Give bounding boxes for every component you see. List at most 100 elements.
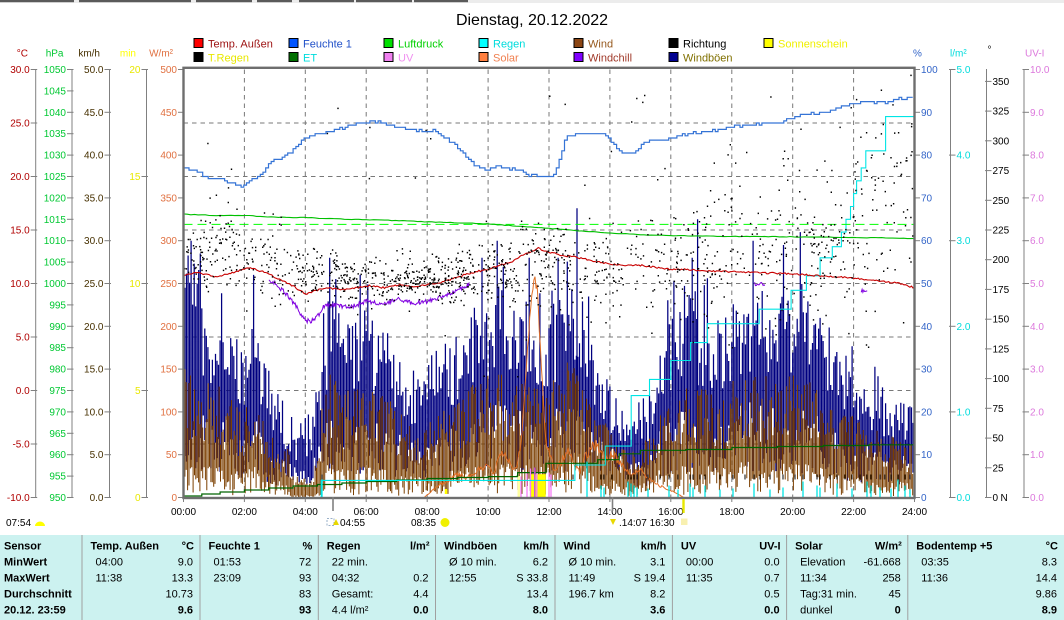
svg-text:450: 450 bbox=[160, 108, 177, 119]
svg-text:Temp. Außen: Temp. Außen bbox=[208, 39, 273, 51]
svg-text:MaxWert: MaxWert bbox=[4, 573, 50, 585]
svg-text:Gesamt:: Gesamt: bbox=[332, 589, 374, 601]
svg-text:min: min bbox=[120, 48, 136, 59]
svg-text:02:00: 02:00 bbox=[232, 507, 257, 518]
svg-text:04:00: 04:00 bbox=[96, 557, 124, 569]
svg-text:1010: 1010 bbox=[44, 236, 67, 247]
svg-text:175: 175 bbox=[993, 285, 1010, 296]
svg-text:1020: 1020 bbox=[44, 193, 67, 204]
svg-text:955: 955 bbox=[49, 472, 66, 483]
svg-text:°: ° bbox=[988, 45, 992, 56]
svg-text:25.0: 25.0 bbox=[84, 279, 104, 290]
svg-text:UV-I: UV-I bbox=[759, 541, 780, 553]
svg-text:%: % bbox=[913, 48, 922, 59]
svg-text:0: 0 bbox=[171, 493, 177, 504]
svg-text:225: 225 bbox=[993, 226, 1010, 237]
svg-text:Luftdruck: Luftdruck bbox=[398, 39, 444, 51]
svg-text:3.6: 3.6 bbox=[650, 605, 665, 617]
svg-text:°C: °C bbox=[1046, 541, 1058, 553]
svg-text:4.4 l/m²: 4.4 l/m² bbox=[332, 605, 369, 617]
svg-text:0.0: 0.0 bbox=[16, 386, 30, 397]
svg-text:04:55: 04:55 bbox=[340, 518, 365, 529]
svg-text:01:53: 01:53 bbox=[214, 557, 242, 569]
svg-text:1030: 1030 bbox=[44, 151, 67, 162]
svg-text:150: 150 bbox=[993, 315, 1010, 326]
svg-text:Tag:31 min.: Tag:31 min. bbox=[800, 589, 857, 601]
svg-text:1040: 1040 bbox=[44, 108, 67, 119]
svg-text:300: 300 bbox=[160, 236, 177, 247]
svg-text:93: 93 bbox=[299, 573, 311, 585]
svg-text:980: 980 bbox=[49, 365, 66, 376]
svg-text:9.6: 9.6 bbox=[178, 605, 193, 617]
svg-text:Solar: Solar bbox=[795, 541, 823, 553]
svg-text:6.2: 6.2 bbox=[533, 557, 548, 569]
svg-text:0: 0 bbox=[993, 493, 999, 504]
svg-text:250: 250 bbox=[160, 279, 177, 290]
svg-text:15.0: 15.0 bbox=[84, 365, 104, 376]
svg-text:100: 100 bbox=[160, 407, 177, 418]
svg-text:Sensor: Sensor bbox=[4, 541, 42, 553]
svg-text:0: 0 bbox=[921, 493, 927, 504]
svg-text:S 33.8: S 33.8 bbox=[516, 573, 548, 585]
svg-text:km/h: km/h bbox=[78, 48, 100, 59]
svg-text:Feuchte 1: Feuchte 1 bbox=[303, 39, 352, 51]
svg-text:25: 25 bbox=[993, 463, 1005, 474]
svg-text:Feuchte 1: Feuchte 1 bbox=[209, 541, 260, 553]
svg-text:Windböen: Windböen bbox=[444, 541, 497, 553]
svg-text:258: 258 bbox=[882, 573, 900, 585]
svg-text:11:36: 11:36 bbox=[921, 573, 948, 585]
svg-text:11:34: 11:34 bbox=[800, 573, 827, 585]
svg-text:6.0: 6.0 bbox=[1030, 236, 1044, 247]
svg-text:40.0: 40.0 bbox=[84, 151, 104, 162]
svg-text:5: 5 bbox=[135, 386, 141, 397]
svg-text:275: 275 bbox=[993, 166, 1010, 177]
svg-text:Solar: Solar bbox=[493, 53, 519, 65]
svg-text:0.5: 0.5 bbox=[764, 589, 779, 601]
svg-text:45.0: 45.0 bbox=[84, 108, 104, 119]
svg-text:50: 50 bbox=[993, 434, 1005, 445]
svg-text:965: 965 bbox=[49, 429, 66, 440]
svg-text:30: 30 bbox=[921, 365, 933, 376]
svg-text:975: 975 bbox=[49, 386, 66, 397]
svg-text:25.0: 25.0 bbox=[10, 119, 30, 130]
svg-text:Ø 10 min.: Ø 10 min. bbox=[569, 557, 617, 569]
svg-text:W/m²: W/m² bbox=[875, 541, 902, 553]
svg-text:04:00: 04:00 bbox=[293, 507, 318, 518]
svg-text:300: 300 bbox=[993, 136, 1010, 147]
svg-text:5.0: 5.0 bbox=[90, 450, 104, 461]
svg-text:1050: 1050 bbox=[44, 65, 67, 76]
svg-text:Bodentemp +5: Bodentemp +5 bbox=[916, 541, 992, 553]
svg-text:200: 200 bbox=[160, 322, 177, 333]
svg-text:150: 150 bbox=[160, 365, 177, 376]
svg-text:°C: °C bbox=[17, 48, 28, 59]
svg-text:0.0: 0.0 bbox=[957, 493, 971, 504]
svg-text:13.4: 13.4 bbox=[527, 589, 548, 601]
svg-text:70: 70 bbox=[921, 193, 933, 204]
svg-text:Regen: Regen bbox=[327, 541, 361, 553]
svg-text:50: 50 bbox=[921, 279, 933, 290]
svg-text:11:49: 11:49 bbox=[569, 573, 596, 585]
svg-text:5.0: 5.0 bbox=[16, 333, 30, 344]
svg-text:8.0: 8.0 bbox=[1030, 151, 1044, 162]
svg-text:950: 950 bbox=[49, 493, 66, 504]
svg-text:1.0: 1.0 bbox=[1030, 450, 1044, 461]
svg-text:10.73: 10.73 bbox=[165, 589, 193, 601]
svg-text:23:09: 23:09 bbox=[214, 573, 242, 585]
svg-text:90: 90 bbox=[921, 108, 933, 119]
svg-text:50: 50 bbox=[166, 450, 178, 461]
svg-text:11:35: 11:35 bbox=[686, 573, 713, 585]
svg-text:196.7 km: 196.7 km bbox=[569, 589, 614, 601]
svg-text:Windchill: Windchill bbox=[588, 53, 632, 65]
svg-text:125: 125 bbox=[993, 344, 1010, 355]
svg-text:10: 10 bbox=[129, 279, 141, 290]
svg-text:7.0: 7.0 bbox=[1030, 193, 1044, 204]
svg-text:Temp. Außen: Temp. Außen bbox=[91, 541, 160, 553]
svg-text:250: 250 bbox=[993, 196, 1010, 207]
svg-text:l/m²: l/m² bbox=[410, 541, 430, 553]
svg-text:.14:07 16:30: .14:07 16:30 bbox=[619, 518, 675, 529]
svg-text:93: 93 bbox=[299, 605, 311, 617]
svg-text:14.4: 14.4 bbox=[1036, 573, 1057, 585]
svg-text:350: 350 bbox=[993, 77, 1010, 88]
svg-text:20.12. 23:59: 20.12. 23:59 bbox=[4, 605, 66, 617]
svg-text:970: 970 bbox=[49, 407, 66, 418]
